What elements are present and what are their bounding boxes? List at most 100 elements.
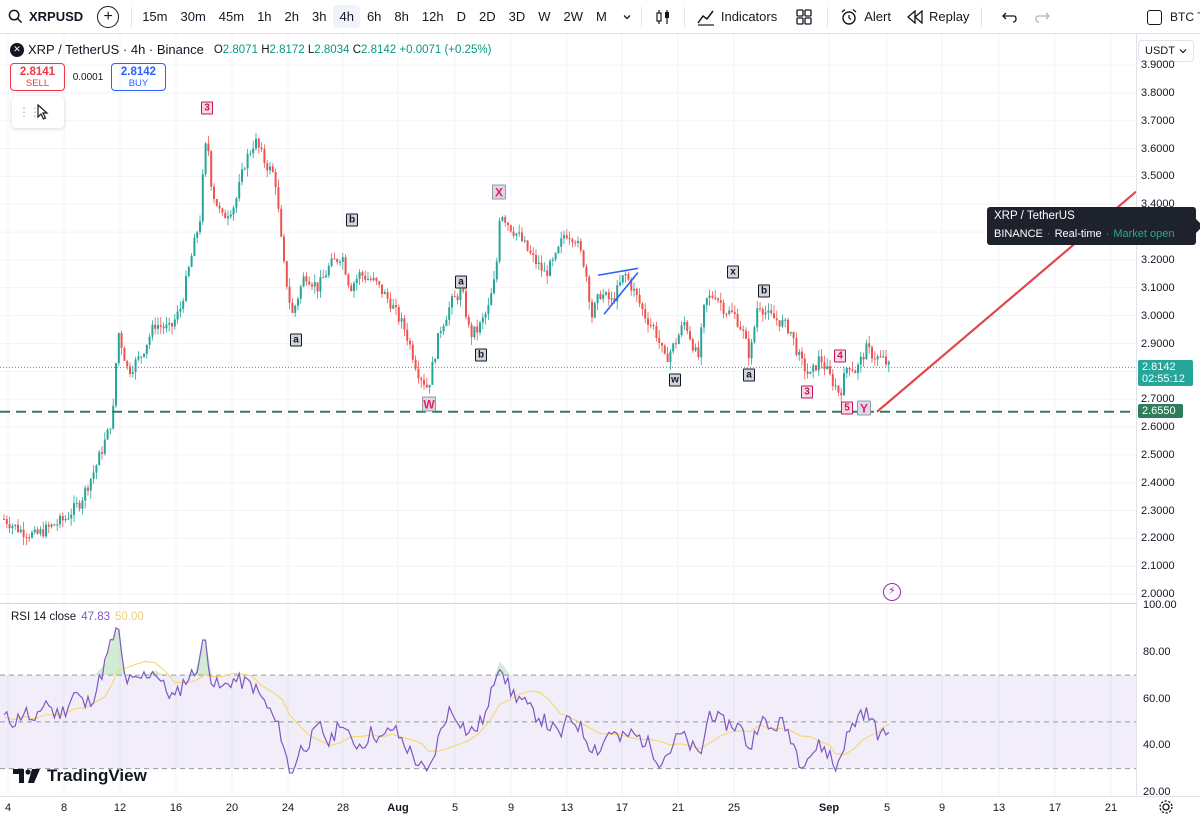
interval-button[interactable]: 2h <box>284 9 300 24</box>
alert-button[interactable]: Alert <box>832 3 899 31</box>
candle-body <box>476 326 479 333</box>
wave-label[interactable]: Y <box>857 400 871 416</box>
wave-label[interactable]: a <box>455 275 467 289</box>
candle <box>607 288 610 307</box>
candle-body <box>8 524 11 529</box>
interval-button[interactable]: 1h <box>257 9 272 24</box>
sell-button[interactable]: 2.8141 SELL <box>10 63 65 91</box>
candle-body <box>109 428 112 430</box>
candle <box>364 270 367 284</box>
compare-symbol[interactable]: BTC T <box>1170 10 1200 24</box>
undo-icon[interactable] <box>1000 8 1018 26</box>
candle-body <box>53 524 56 526</box>
wave-label[interactable]: W <box>422 396 436 412</box>
interval-button[interactable]: 4h <box>333 5 360 28</box>
time-tick-label: 20 <box>225 802 239 814</box>
candle-body <box>33 529 36 533</box>
compare-add-button[interactable]: + <box>97 5 120 28</box>
replay-button[interactable]: Replay <box>899 3 977 31</box>
interval-button[interactable]: 30m <box>180 9 206 24</box>
candle <box>887 360 890 373</box>
candle <box>675 338 677 349</box>
candle <box>633 282 635 297</box>
candle-body <box>607 292 610 300</box>
candle <box>515 232 518 241</box>
candle <box>98 449 101 466</box>
buy-button[interactable]: 2.8142 BUY <box>111 63 166 91</box>
rsi-ma-value: 50.00 <box>114 611 144 623</box>
pane-divider[interactable] <box>0 603 1136 604</box>
time-tick-label: 5 <box>883 802 891 814</box>
wave-label[interactable]: b <box>475 348 487 362</box>
wave-label[interactable]: 5 <box>841 401 853 415</box>
interval-button[interactable]: 8h <box>394 9 409 24</box>
currency-selector[interactable]: USDT <box>1138 40 1194 62</box>
cursor-arrow-icon[interactable] <box>36 104 50 120</box>
wave-label[interactable]: a <box>290 333 302 347</box>
interval-button[interactable]: 2D <box>478 9 496 24</box>
rsi-legend[interactable]: RSI 14 close 47.83 50.00 <box>11 611 144 623</box>
candle <box>484 311 487 325</box>
interval-button[interactable]: 12h <box>421 9 444 24</box>
candle-body <box>557 246 560 254</box>
interval-button[interactable]: 3D <box>508 9 526 24</box>
candle-body <box>67 518 70 520</box>
layouts-grid-icon[interactable] <box>795 8 813 26</box>
candle <box>445 315 448 327</box>
wave-label[interactable]: X <box>492 184 506 200</box>
candle <box>493 271 495 295</box>
indicators-button[interactable]: Indicators <box>689 3 785 31</box>
time-axis[interactable]: 4 8 12 16 20 24 28 Aug 5 9 13 17 21 25 Sep 5 9 13 17 21 <box>0 796 1200 818</box>
candle <box>45 520 47 539</box>
candle <box>857 362 859 380</box>
wave-label[interactable]: b <box>758 284 770 298</box>
interval-button[interactable]: D <box>456 9 466 24</box>
candle <box>434 357 437 365</box>
candle-body <box>84 487 87 501</box>
candle-body <box>157 325 159 329</box>
symbol-search[interactable]: XRPUSD <box>0 0 91 33</box>
compare-checkbox[interactable] <box>1147 9 1162 25</box>
interval-dropdown-chevron-icon[interactable] <box>617 8 637 26</box>
candle-body <box>274 171 277 188</box>
rsi-label: RSI 14 close <box>11 611 77 623</box>
tradingview-logo[interactable]: TradingView <box>13 766 147 786</box>
wave-label[interactable]: w <box>669 373 681 387</box>
price-tick-label: 2.0000 <box>1141 588 1175 601</box>
interval-button[interactable]: 2W <box>563 9 584 24</box>
interval-button[interactable]: 45m <box>218 9 245 24</box>
redo-icon[interactable] <box>1034 8 1052 26</box>
candle-body <box>95 465 98 473</box>
candle-body <box>159 325 162 327</box>
gear-icon[interactable] <box>1158 799 1174 815</box>
wave-label[interactable]: a <box>743 368 755 382</box>
candle-body <box>148 336 151 345</box>
candles-chart-type-icon[interactable] <box>654 8 672 26</box>
candle-body <box>596 294 599 304</box>
candle <box>257 137 260 154</box>
lightning-icon[interactable]: ⚡ <box>883 583 901 601</box>
wave-label[interactable]: x <box>727 265 739 279</box>
legend-title[interactable]: XRP / TetherUS · 4h · Binance <box>28 42 204 57</box>
candle <box>5 515 8 529</box>
candle <box>411 340 414 363</box>
wave-label[interactable]: 3 <box>201 101 213 115</box>
interval-button[interactable]: M <box>596 9 607 24</box>
wave-label[interactable]: 3 <box>801 385 813 399</box>
candle-body <box>425 384 428 388</box>
candle-body <box>28 537 31 539</box>
candle-body <box>725 313 728 315</box>
interval-button[interactable]: W <box>538 9 551 24</box>
candle <box>246 148 249 177</box>
candle-body <box>820 356 823 363</box>
drag-handle-icon[interactable]: ⋮⋮ <box>18 105 41 119</box>
wave-label[interactable]: 4 <box>834 349 846 363</box>
interval-button[interactable]: 6h <box>366 9 382 24</box>
candle-body <box>655 326 658 338</box>
interval-button[interactable]: 3h <box>312 9 327 24</box>
interval-button[interactable]: 15m <box>142 9 168 24</box>
candle <box>218 202 221 214</box>
wave-label[interactable]: b <box>346 213 358 227</box>
candle-body <box>344 257 347 275</box>
